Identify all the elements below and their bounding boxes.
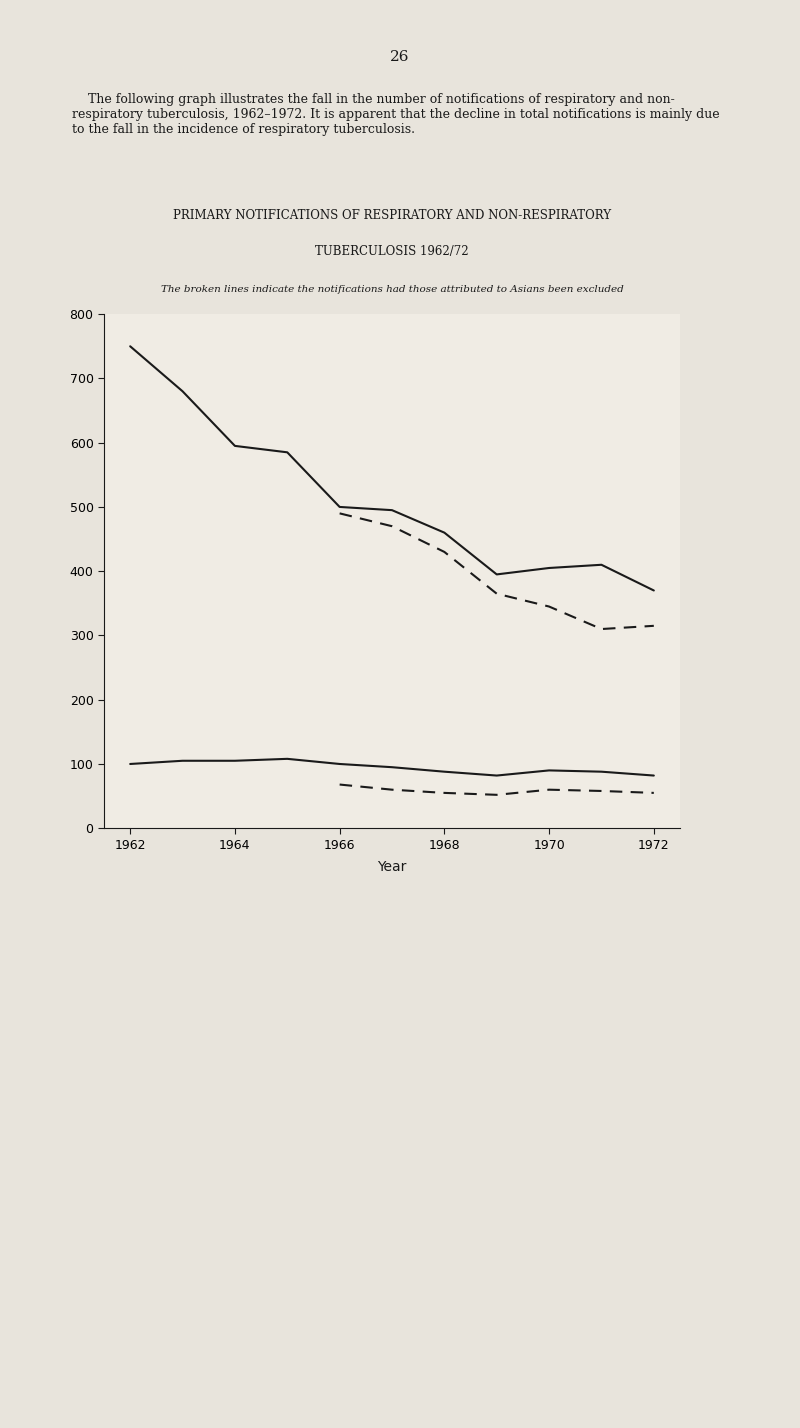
Text: TUBERCULOSIS 1962/72: TUBERCULOSIS 1962/72 (315, 244, 469, 257)
Text: 26: 26 (390, 50, 410, 64)
Text: PRIMARY NOTIFICATIONS OF RESPIRATORY AND NON-RESPIRATORY: PRIMARY NOTIFICATIONS OF RESPIRATORY AND… (173, 208, 611, 221)
Text: The broken lines indicate the notifications had those attributed to Asians been : The broken lines indicate the notificati… (161, 284, 623, 294)
Text: The following graph illustrates the fall in the number of notifications of respi: The following graph illustrates the fall… (72, 93, 720, 136)
X-axis label: Year: Year (378, 860, 406, 874)
